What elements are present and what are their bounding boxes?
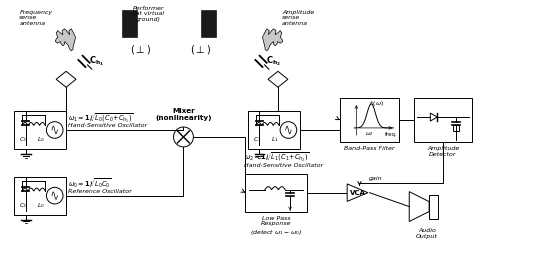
Text: Amplitude
sense
antenna: Amplitude sense antenna [282, 10, 314, 26]
Text: $\omega_2$: $\omega_2$ [365, 130, 374, 138]
Polygon shape [347, 184, 368, 201]
Text: Band-Pass Filter: Band-Pass Filter [344, 146, 395, 151]
Polygon shape [268, 71, 288, 87]
Circle shape [46, 122, 63, 138]
Text: $C_0$: $C_0$ [19, 201, 28, 209]
Text: $C_1$: $C_1$ [253, 135, 262, 144]
FancyBboxPatch shape [201, 10, 216, 38]
Text: freq.: freq. [385, 132, 398, 136]
Text: Amplitude
Detector: Amplitude Detector [427, 146, 459, 157]
FancyBboxPatch shape [248, 111, 300, 149]
Text: $L_1$: $L_1$ [271, 135, 279, 144]
Circle shape [280, 122, 297, 138]
Text: $\omega_2 = \mathbf{1}/\!\!\sqrt{L_1(C_1\!+\!C_{h_2})}$: $\omega_2 = \mathbf{1}/\!\!\sqrt{L_1(C_1… [244, 150, 310, 164]
Text: $\omega_1 = \mathbf{1}/\!\!\sqrt{L_0(C_0\!+\!C_{h_1})}$: $\omega_1 = \mathbf{1}/\!\!\sqrt{L_0(C_0… [68, 111, 134, 125]
FancyBboxPatch shape [453, 125, 459, 131]
Text: $L_0$: $L_0$ [37, 201, 45, 209]
FancyBboxPatch shape [340, 98, 399, 142]
Text: $(\bot)$: $(\bot)$ [190, 43, 211, 56]
Text: $\mathbf{C_{h_2}}$: $\mathbf{C_{h_2}}$ [266, 54, 281, 68]
Text: $\omega_0 = \mathbf{1}/\!\!\sqrt{L_0 C_0}$: $\omega_0 = \mathbf{1}/\!\!\sqrt{L_0 C_0… [68, 177, 112, 190]
Text: Hand-Sensitive Oscillator: Hand-Sensitive Oscillator [68, 123, 147, 128]
Text: Audio
Output: Audio Output [416, 228, 438, 239]
Text: $C_0$: $C_0$ [19, 135, 28, 144]
Polygon shape [56, 71, 76, 87]
Polygon shape [56, 29, 76, 51]
Polygon shape [430, 113, 437, 121]
FancyBboxPatch shape [245, 174, 307, 212]
Text: Low Pass
Response
(detect $\omega_1 - \omega_0$): Low Pass Response (detect $\omega_1 - \o… [250, 216, 302, 236]
Text: Performer
(at virtual
ground): Performer (at virtual ground) [133, 6, 164, 22]
FancyBboxPatch shape [414, 98, 472, 142]
Text: $L_0$: $L_0$ [37, 135, 45, 144]
FancyBboxPatch shape [14, 177, 66, 215]
Text: Reference Oscillator: Reference Oscillator [68, 189, 132, 194]
Text: $(\bot)$: $(\bot)$ [130, 43, 151, 56]
FancyBboxPatch shape [14, 111, 66, 149]
Text: gain: gain [368, 176, 382, 181]
FancyBboxPatch shape [429, 195, 438, 218]
Text: $\mathbf{C_{h_1}}$: $\mathbf{C_{h_1}}$ [89, 54, 104, 68]
Polygon shape [409, 192, 429, 222]
Text: $h(\omega)$: $h(\omega)$ [370, 99, 385, 108]
Text: Frequency
sense
antenna: Frequency sense antenna [19, 10, 52, 26]
Polygon shape [263, 29, 283, 51]
Text: VCA: VCA [350, 190, 365, 196]
Circle shape [46, 187, 63, 204]
FancyBboxPatch shape [122, 10, 137, 38]
Circle shape [174, 127, 193, 147]
Text: Mixer
(nonlinearity): Mixer (nonlinearity) [155, 108, 211, 121]
Text: Hand-Sensitive Oscillator: Hand-Sensitive Oscillator [244, 163, 324, 168]
